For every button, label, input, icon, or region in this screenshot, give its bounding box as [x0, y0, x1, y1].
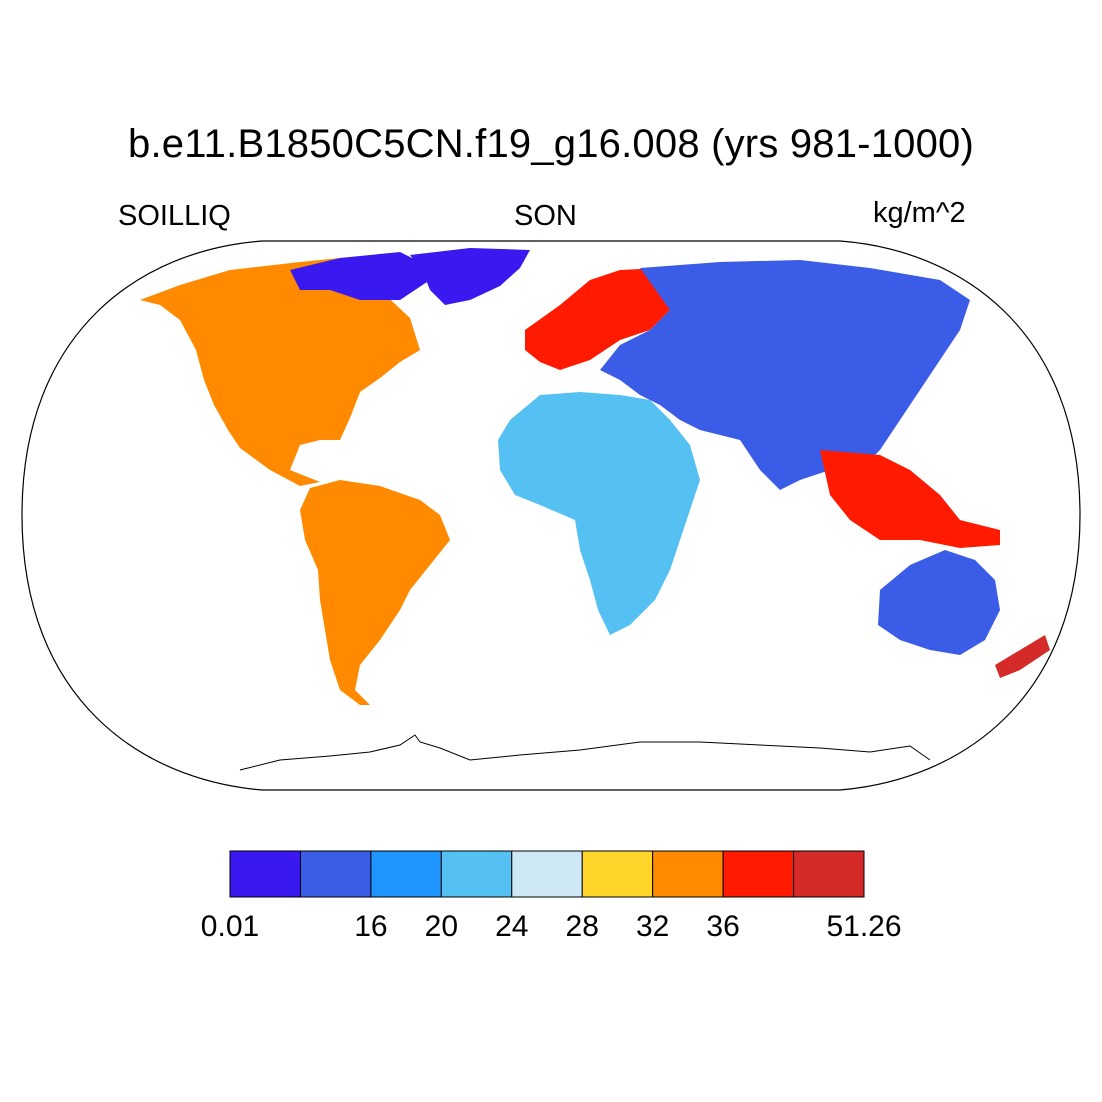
- season-label: SON: [514, 200, 577, 232]
- southeast-asia-land: [820, 450, 1000, 548]
- map-title: b.e11.B1850C5CN.f19_g16.008 (yrs 981-100…: [128, 122, 974, 166]
- colorbar-tick-label: 16: [354, 910, 387, 943]
- greenland-land: [410, 248, 530, 305]
- colorbar-swatch: [511, 850, 583, 898]
- land-field: [140, 248, 1050, 705]
- colorbar-tick-label: 36: [706, 910, 739, 943]
- colorbar-tick-label: 0.01: [201, 910, 259, 943]
- globe-outline: [21, 240, 1081, 791]
- europe-land: [525, 268, 680, 370]
- colorbar-swatch: [440, 850, 513, 898]
- colorbar-tick-label: 28: [566, 910, 599, 943]
- australia-land: [878, 550, 1000, 655]
- colorbar-tick-label: 24: [495, 910, 528, 943]
- units-label: kg/m^2: [873, 197, 966, 229]
- colorbar: [229, 850, 865, 898]
- colorbar-swatch: [370, 850, 442, 898]
- canada-arctic-land: [290, 252, 430, 300]
- colorbar-swatch: [652, 850, 724, 898]
- asia-land: [600, 260, 970, 490]
- colorbar-tick-label: 51.26: [826, 910, 901, 943]
- colorbar-swatch: [581, 850, 654, 898]
- new-zealand-land: [995, 635, 1050, 678]
- africa-land: [498, 392, 700, 635]
- antarctica-coastline: [239, 734, 931, 771]
- colorbar-tick-label: 20: [425, 910, 458, 943]
- colorbar-swatch: [229, 850, 301, 898]
- colorbar-swatch: [722, 850, 795, 898]
- north-america-land: [140, 258, 420, 486]
- colorbar-labels: 0.01 16 20 24 28 32 36 51.26: [201, 910, 902, 943]
- colorbar-swatch: [793, 850, 865, 898]
- south-america-land: [300, 480, 450, 705]
- variable-label: SOILLIQ: [118, 200, 231, 232]
- colorbar-tick-label: 32: [636, 910, 669, 943]
- colorbar-swatch: [299, 850, 372, 898]
